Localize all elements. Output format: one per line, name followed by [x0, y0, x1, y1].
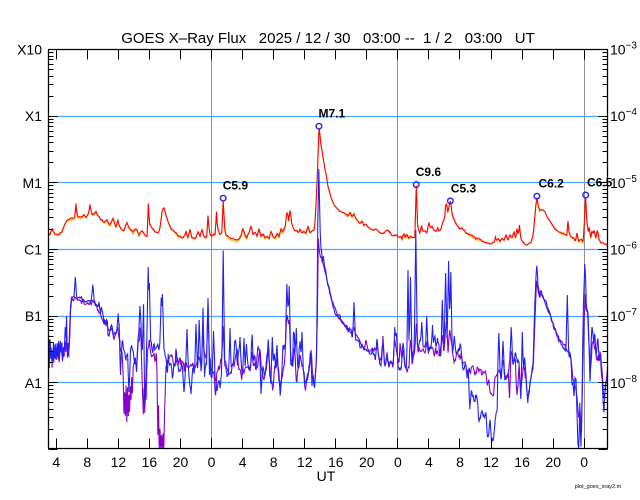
svg-text:A1: A1	[25, 375, 42, 391]
svg-text:4: 4	[239, 454, 247, 470]
svg-text:C6.2: C6.2	[539, 177, 565, 191]
svg-text:−6: −6	[626, 241, 638, 252]
svg-text:8: 8	[270, 454, 278, 470]
svg-text:−7: −7	[626, 307, 638, 318]
svg-text:C1: C1	[24, 242, 42, 258]
svg-text:plot_goes_xray2.m: plot_goes_xray2.m	[575, 484, 622, 490]
svg-text:10: 10	[610, 375, 626, 391]
svg-text:B1: B1	[25, 308, 42, 324]
svg-text:10: 10	[610, 42, 626, 58]
svg-text:C9.6: C9.6	[416, 165, 442, 179]
svg-text:0: 0	[208, 454, 216, 470]
svg-text:−8: −8	[626, 374, 638, 385]
svg-text:12: 12	[111, 454, 127, 470]
svg-text:20: 20	[359, 454, 375, 470]
svg-text:16: 16	[514, 454, 530, 470]
svg-text:20: 20	[545, 454, 561, 470]
svg-text:10: 10	[610, 242, 626, 258]
svg-text:GOES X–Ray Flux 2025 / 12 /: GOES X–Ray Flux 2025 / 12 / 30 03:00 -- …	[121, 30, 535, 47]
svg-text:M7.1: M7.1	[319, 107, 346, 121]
svg-text:M1: M1	[23, 175, 43, 191]
svg-text:16: 16	[142, 454, 158, 470]
svg-text:4: 4	[52, 454, 60, 470]
svg-text:8: 8	[83, 454, 91, 470]
svg-text:−3: −3	[626, 41, 638, 52]
svg-text:UT: UT	[317, 468, 336, 484]
svg-text:0: 0	[394, 454, 402, 470]
svg-text:10: 10	[610, 175, 626, 191]
svg-text:16: 16	[328, 454, 344, 470]
svg-text:12: 12	[297, 454, 313, 470]
svg-text:10: 10	[610, 108, 626, 124]
svg-text:X1: X1	[25, 108, 42, 124]
svg-text:0: 0	[580, 454, 588, 470]
svg-text:−5: −5	[626, 174, 638, 185]
svg-text:8: 8	[456, 454, 464, 470]
svg-text:C5.9: C5.9	[223, 179, 249, 193]
svg-text:4: 4	[425, 454, 433, 470]
svg-text:20: 20	[173, 454, 189, 470]
svg-text:12: 12	[483, 454, 499, 470]
svg-text:C5.3: C5.3	[451, 181, 477, 195]
svg-text:−4: −4	[626, 107, 638, 118]
svg-text:C6.5: C6.5	[587, 176, 613, 190]
svg-text:X10: X10	[17, 42, 42, 58]
svg-text:10: 10	[610, 308, 626, 324]
